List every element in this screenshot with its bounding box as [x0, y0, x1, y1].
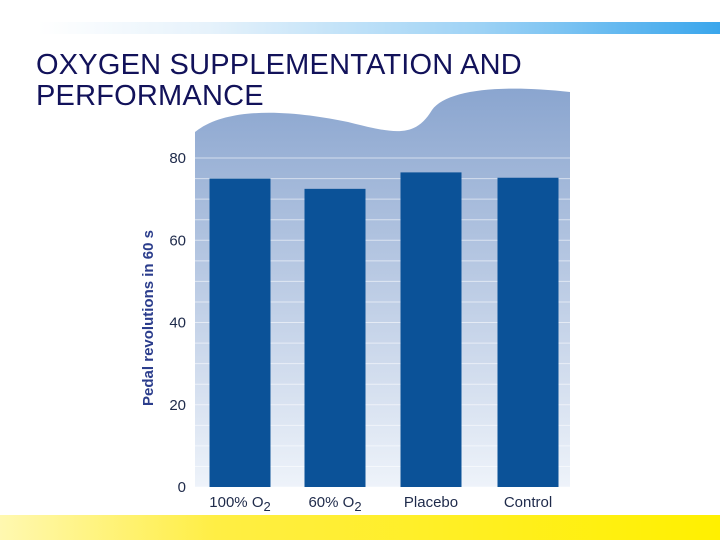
slide-title: OXYGEN SUPPLEMENTATION AND PERFORMANCE [36, 50, 676, 112]
y-tick-label: 40 [169, 315, 186, 332]
x-category-label: 100% O2 [209, 494, 270, 514]
plot-background [195, 88, 570, 488]
x-category-label: 60% O2 [308, 494, 361, 514]
y-tick-label: 0 [178, 479, 186, 496]
y-axis-title: Pedal revolutions in 60 s [140, 230, 157, 406]
y-tick-label: 60 [169, 232, 186, 249]
y-axis-ticks: 0 20 40 60 80 [169, 150, 186, 496]
title-rule [38, 22, 720, 34]
slide-title-line-2: PERFORMANCE [36, 80, 264, 112]
bar [400, 172, 462, 488]
bar [209, 178, 271, 487]
slide-title-line-1: OXYGEN SUPPLEMENTATION AND [36, 49, 522, 81]
y-tick-label: 20 [169, 397, 186, 414]
y-tick-label: 80 [169, 150, 186, 167]
x-axis-categories: 100% O2 60% O2 Placebo Control [209, 494, 552, 514]
x-category-label: Placebo [404, 494, 458, 511]
bars [209, 172, 559, 488]
footer-band [0, 515, 720, 540]
x-category-label: Control [504, 494, 552, 511]
bar [304, 188, 366, 487]
bar [497, 177, 559, 488]
